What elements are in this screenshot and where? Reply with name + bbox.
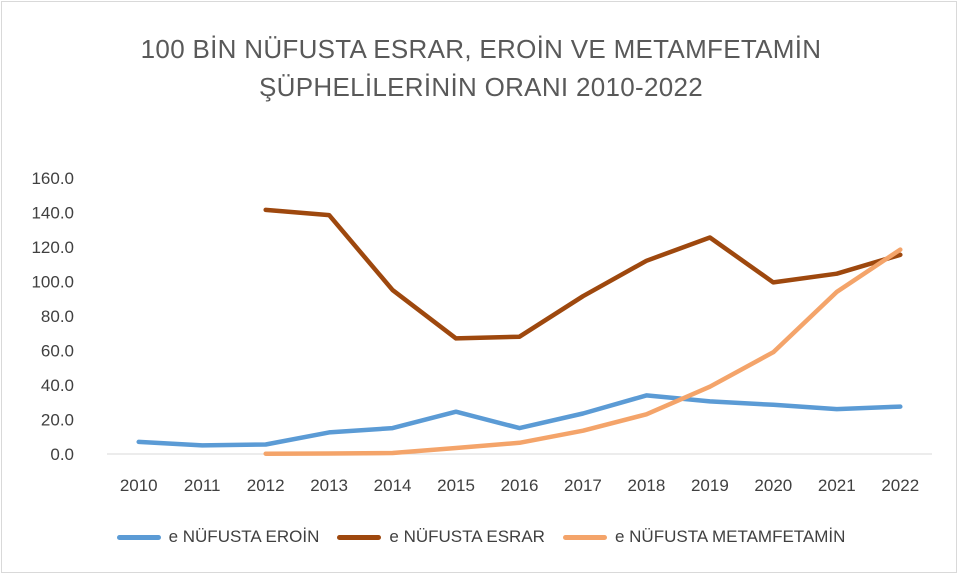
legend-label-cannabis: e NÜFUSTA ESRAR bbox=[389, 527, 545, 546]
y-tick-label: 140.0 bbox=[31, 204, 74, 223]
x-tick-label: 2016 bbox=[501, 476, 539, 495]
x-axis-ticks: 2010 2011 2012 2013 2014 2015 2016 2017 2018 2019… bbox=[120, 476, 919, 495]
x-tick-label: 2017 bbox=[564, 476, 602, 495]
legend-swatch-heroin bbox=[116, 534, 161, 540]
y-tick-label: 0.0 bbox=[50, 445, 74, 464]
x-tick-label: 2020 bbox=[754, 476, 792, 495]
legend-label-heroin: e NÜFUSTA EROİN bbox=[168, 527, 320, 546]
x-tick-label: 2019 bbox=[691, 476, 729, 495]
chart-title-line-1: 100 BİN NÜFUSTA ESRAR, EROİN VE METAMFET… bbox=[140, 34, 822, 64]
series-line-meth bbox=[263, 247, 903, 456]
x-tick-label: 2022 bbox=[881, 476, 919, 495]
legend-label-meth: e NÜFUSTA METAMFETAMİN bbox=[614, 527, 846, 546]
x-tick-label: 2018 bbox=[628, 476, 666, 495]
x-tick-label: 2011 bbox=[184, 476, 221, 495]
legend-swatch-meth bbox=[562, 534, 607, 540]
x-tick-label: 2021 bbox=[818, 476, 856, 495]
y-tick-label: 40.0 bbox=[41, 376, 74, 395]
y-tick-label: 60.0 bbox=[41, 342, 74, 361]
chart-title: 100 BİN NÜFUSTA ESRAR, EROİN VE METAMFET… bbox=[2, 30, 960, 106]
legend-swatch-cannabis bbox=[337, 534, 382, 540]
x-tick-label: 2014 bbox=[374, 476, 412, 495]
y-tick-label: 100.0 bbox=[31, 273, 74, 292]
x-tick-label: 2013 bbox=[310, 476, 348, 495]
y-tick-label: 120.0 bbox=[31, 238, 74, 257]
legend-item-meth: e NÜFUSTA METAMFETAMİN bbox=[562, 527, 846, 547]
x-tick-label: 2010 bbox=[120, 476, 158, 495]
y-tick-label: 160.0 bbox=[31, 169, 74, 188]
legend: e NÜFUSTA EROİN e NÜFUSTA ESRAR e NÜFUST… bbox=[2, 522, 960, 552]
series-line-heroin bbox=[136, 393, 903, 448]
y-axis-ticks: 0.0 20.0 40.0 60.0 80.0 100.0 120.0 140.0 160.0 bbox=[31, 169, 74, 464]
legend-item-heroin: e NÜFUSTA EROİN bbox=[116, 527, 320, 547]
line-chart: 0.020.040.060.080.0100.0120.0140.0160.0 … bbox=[31, 169, 932, 495]
legend-item-cannabis: e NÜFUSTA ESRAR bbox=[337, 527, 545, 547]
series-line-cannabis bbox=[263, 207, 903, 341]
y-tick-label: 80.0 bbox=[41, 307, 74, 326]
y-tick-label: 20.0 bbox=[41, 411, 74, 430]
chart-title-line-2: ŞÜPHELİLERİNİN ORANI 2010-2022 bbox=[259, 72, 703, 102]
x-tick-label: 2012 bbox=[247, 476, 285, 495]
x-tick-label: 2015 bbox=[437, 476, 475, 495]
series-lines bbox=[136, 207, 903, 456]
